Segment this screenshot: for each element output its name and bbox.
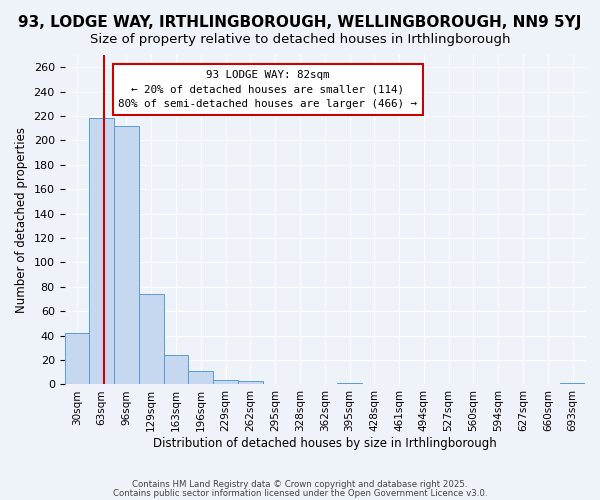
Text: Contains public sector information licensed under the Open Government Licence v3: Contains public sector information licen…	[113, 488, 487, 498]
Bar	[560, 383, 585, 384]
Bar	[164, 355, 188, 384]
Text: 93, LODGE WAY, IRTHLINGBOROUGH, WELLINGBOROUGH, NN9 5YJ: 93, LODGE WAY, IRTHLINGBOROUGH, WELLINGB…	[19, 15, 581, 30]
Bar	[337, 383, 362, 384]
Bar	[89, 118, 114, 384]
Text: Size of property relative to detached houses in Irthlingborough: Size of property relative to detached ho…	[90, 32, 510, 46]
Bar	[188, 371, 213, 384]
Bar	[139, 294, 164, 384]
Bar	[238, 381, 263, 384]
Text: 93 LODGE WAY: 82sqm
← 20% of detached houses are smaller (114)
80% of semi-detac: 93 LODGE WAY: 82sqm ← 20% of detached ho…	[118, 70, 417, 109]
X-axis label: Distribution of detached houses by size in Irthlingborough: Distribution of detached houses by size …	[153, 437, 497, 450]
Text: Contains HM Land Registry data © Crown copyright and database right 2025.: Contains HM Land Registry data © Crown c…	[132, 480, 468, 489]
Bar	[114, 126, 139, 384]
Bar	[65, 333, 89, 384]
Bar	[213, 380, 238, 384]
Y-axis label: Number of detached properties: Number of detached properties	[15, 126, 28, 312]
